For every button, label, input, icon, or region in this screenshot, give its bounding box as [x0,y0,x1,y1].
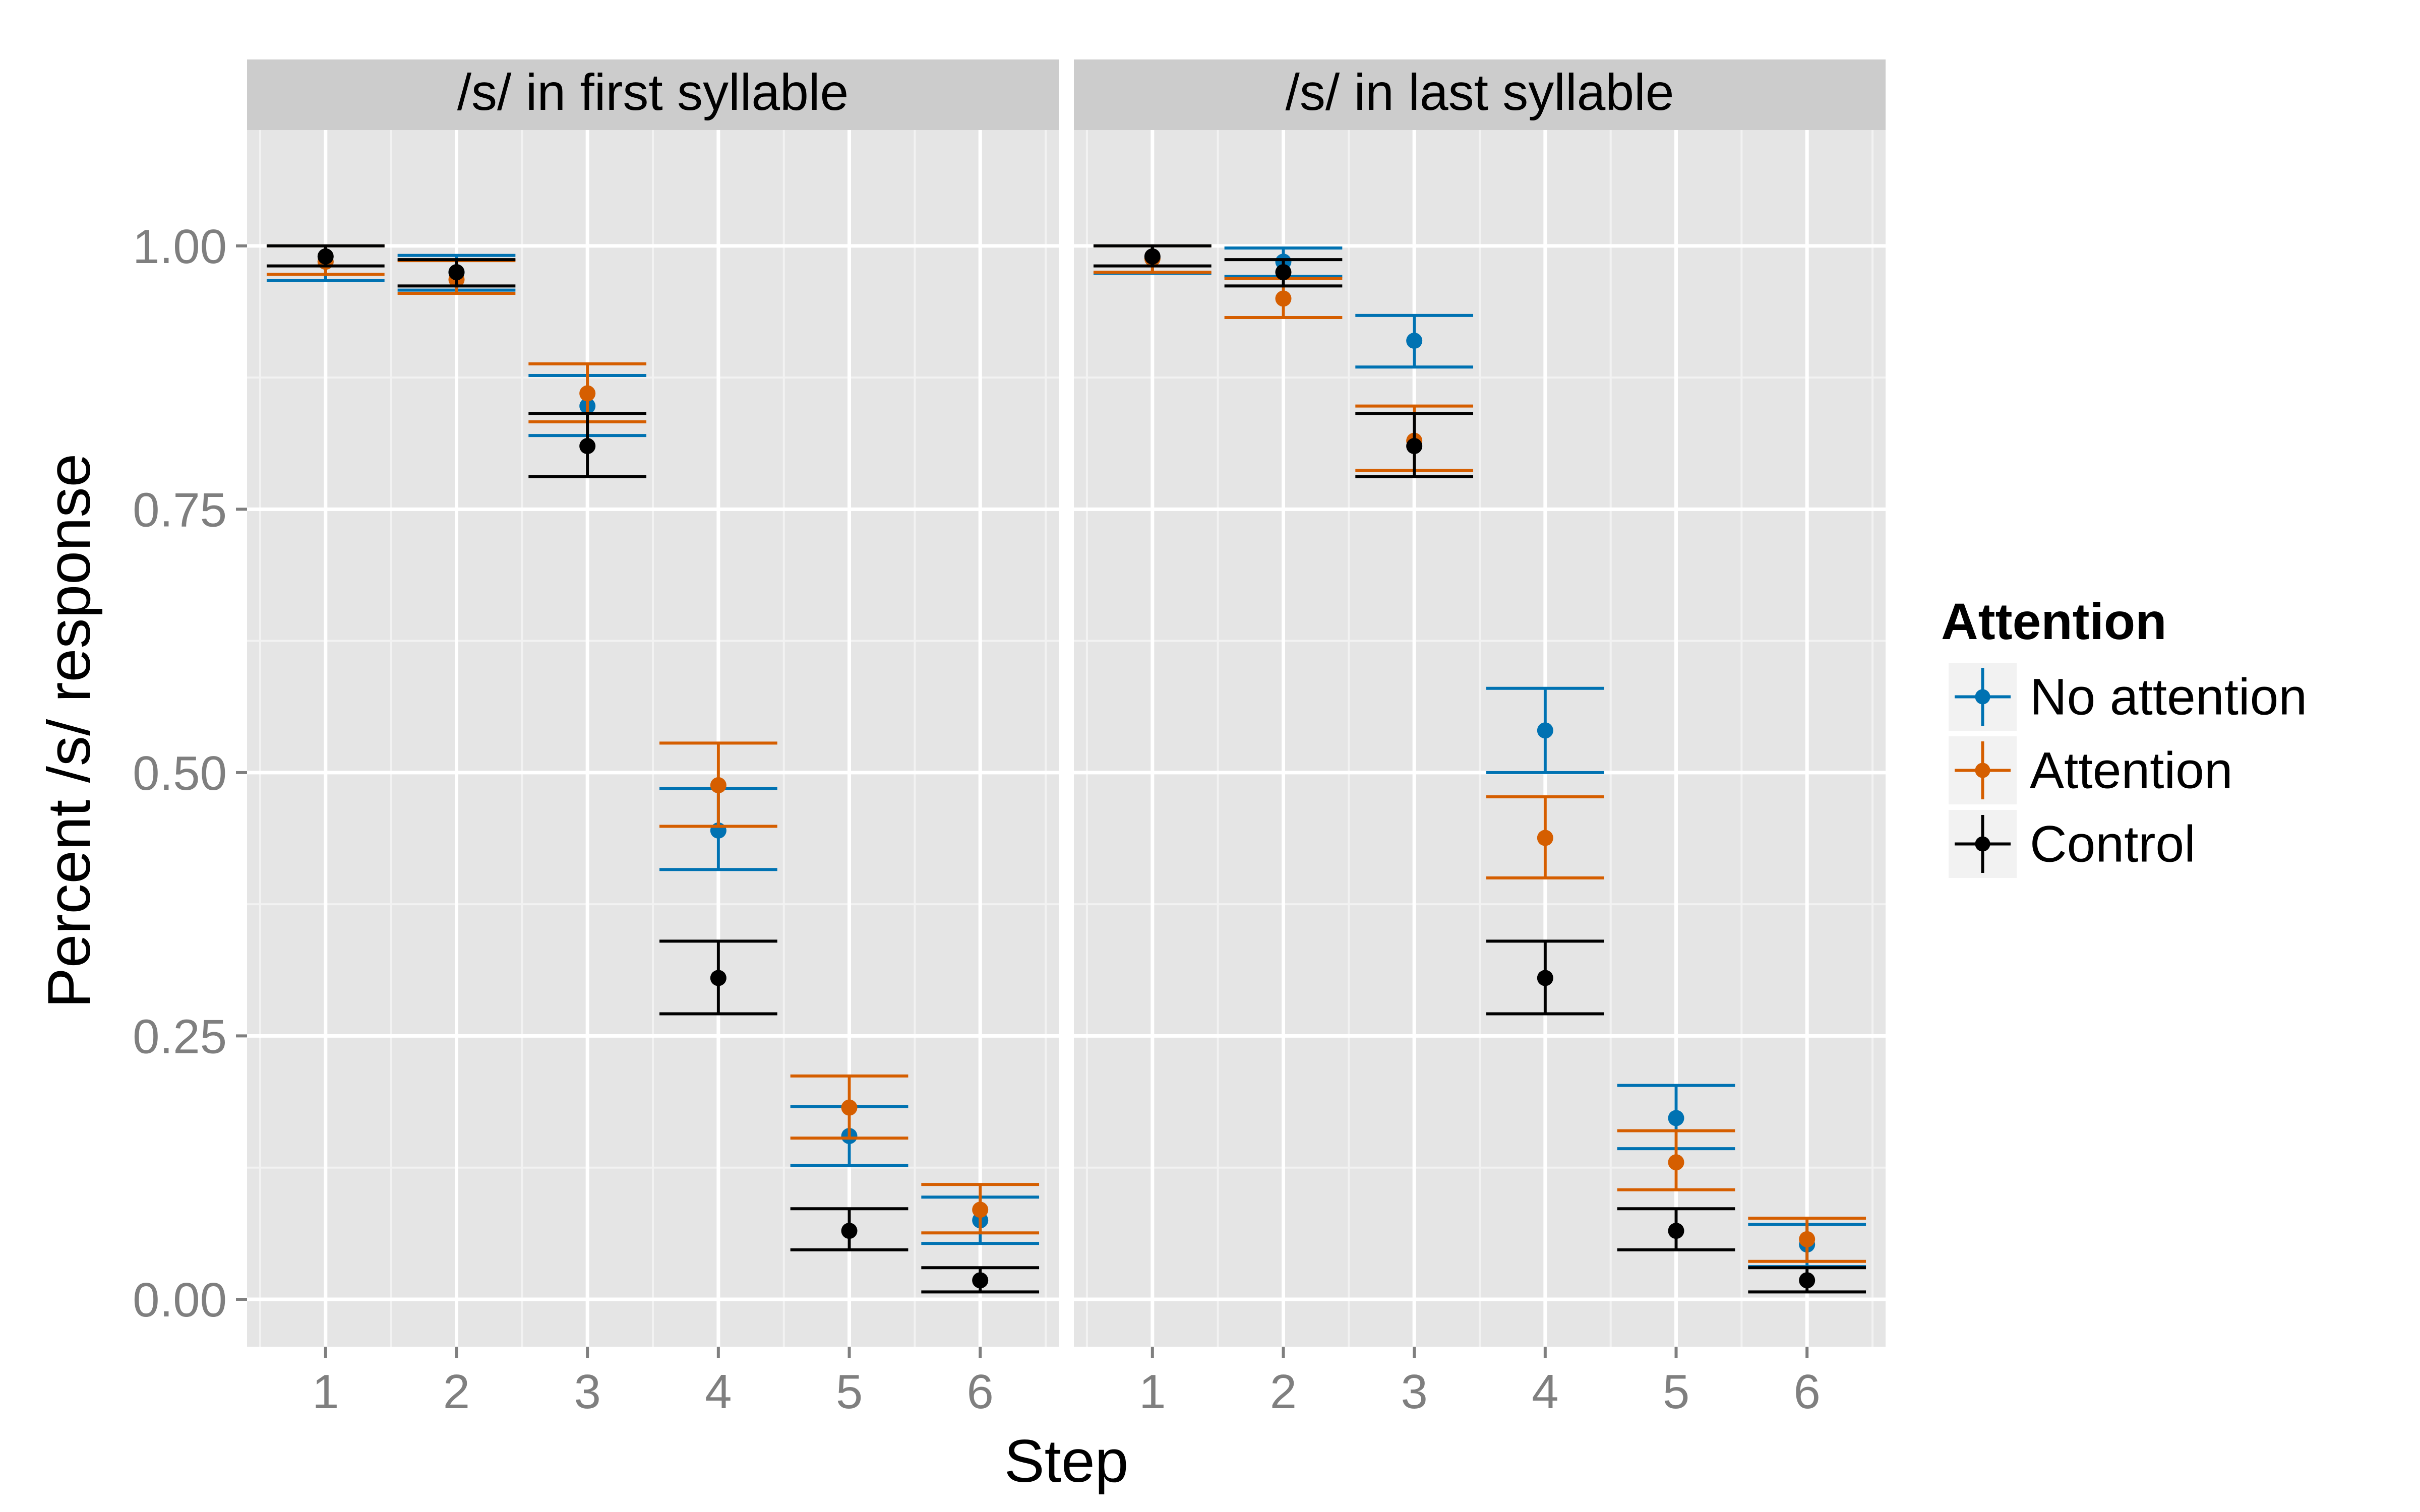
y-axis-title: Percent /s/ response [35,454,103,1009]
facet-strip [1074,59,1886,130]
data-point [710,970,727,986]
data-point [1144,248,1161,265]
y-tick-label: 1.00 [133,220,227,274]
facet-strip [247,59,1059,130]
data-point [1275,264,1292,281]
data-point [1537,830,1553,846]
x-tick-label: 2 [443,1365,470,1419]
data-point [317,248,334,265]
legend-entry-attention: Attention [1949,736,2233,804]
legend-key-point [1975,836,1990,852]
data-point [1537,722,1553,739]
data-point [1668,1223,1684,1239]
data-point [1799,1231,1816,1247]
data-point [579,385,596,402]
x-tick-label: 5 [836,1365,863,1419]
data-point [972,1202,989,1218]
data-point [1799,1272,1816,1289]
legend: No attention Attention Control [1949,663,2307,878]
y-tick-label: 0.50 [133,746,227,800]
x-tick-label: 6 [966,1365,993,1419]
x-tick-label: 2 [1270,1365,1297,1419]
y-tick-label: 0.00 [133,1273,227,1327]
x-tick-label: 3 [1401,1365,1427,1419]
x-tick-label: 4 [705,1365,732,1419]
legend-label: Control [2030,815,2196,873]
data-point [972,1272,989,1289]
data-point [1537,970,1553,986]
legend-label: Attention [2030,742,2233,799]
x-tick-label: 6 [1793,1365,1820,1419]
y-axis: 0.00 0.25 0.50 0.75 1.00 [133,220,247,1327]
legend-key-point [1975,763,1990,778]
x-tick-label: 3 [574,1365,600,1419]
facet-label: /s/ in first syllable [457,64,849,121]
x-tick-label: 1 [312,1365,339,1419]
panels: /s/ in first syllable 1 2 3 4 5 6/s/ in last s… [247,59,1886,1419]
data-point [841,1223,858,1239]
x-axis-title: Step [1004,1427,1129,1495]
panel-2: /s/ in last syllable 1 2 3 4 5 6 [1074,59,1886,1419]
data-point [1668,1154,1684,1171]
data-point [841,1099,858,1116]
data-point [1275,290,1292,307]
data-point [1668,1110,1684,1126]
series-attention [266,244,1040,1235]
legend-entry-control: Control [1949,810,2196,878]
data-point [1406,438,1423,455]
data-point [448,264,465,281]
legend-entry-no-attention: No attention [1949,663,2307,731]
x-tick-label: 1 [1139,1365,1166,1419]
panel-1: /s/ in first syllable 1 2 3 4 5 6 [247,59,1059,1419]
data-point [579,438,596,455]
x-tick-label: 5 [1663,1365,1689,1419]
legend-title: Attention [1941,593,2167,650]
data-point [1406,333,1423,349]
y-tick-label: 0.75 [133,483,227,537]
y-tick-label: 0.25 [133,1010,227,1063]
series-control [1093,244,1866,1294]
data-point [710,777,727,794]
x-tick-label: 4 [1532,1365,1558,1419]
legend-key-point [1975,689,1990,705]
facet-label: /s/ in last syllable [1286,64,1674,121]
series-control [266,244,1040,1294]
legend-label: No attention [2030,668,2307,726]
